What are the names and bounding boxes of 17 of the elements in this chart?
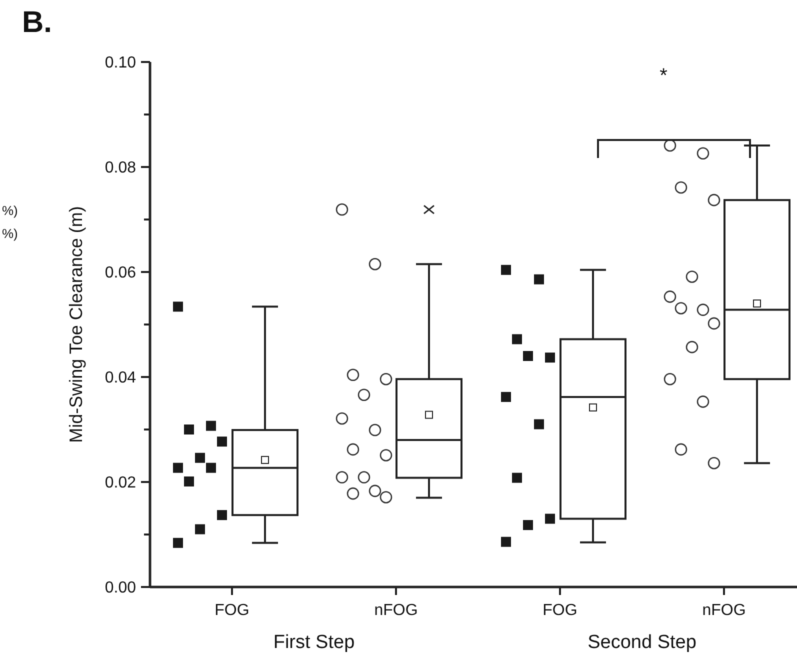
y-axis-title: Mid-Swing Toe Clearance (m) (66, 206, 86, 443)
y-tick-label: 0.06 (104, 264, 136, 282)
x-axis-title: Second Step (588, 632, 696, 653)
x-axis-title: First Step (273, 632, 355, 653)
x-tick-label: FOG (542, 602, 578, 619)
x-tick-label: nFOG (702, 602, 746, 619)
y-tick-label: 0.00 (104, 580, 136, 597)
y-tick-label: 0.10 (104, 54, 136, 72)
annotation: * (660, 65, 668, 87)
y-tick-label: 0.02 (104, 474, 136, 492)
text: %) (2, 203, 18, 218)
y-tick-label: 0.08 (104, 160, 136, 177)
chart-title: B. (22, 6, 52, 39)
y-tick-label: 0.04 (104, 370, 136, 387)
text: %) (2, 226, 18, 241)
x-tick-label: FOG (214, 602, 250, 619)
x-tick-label: nFOG (374, 602, 418, 619)
